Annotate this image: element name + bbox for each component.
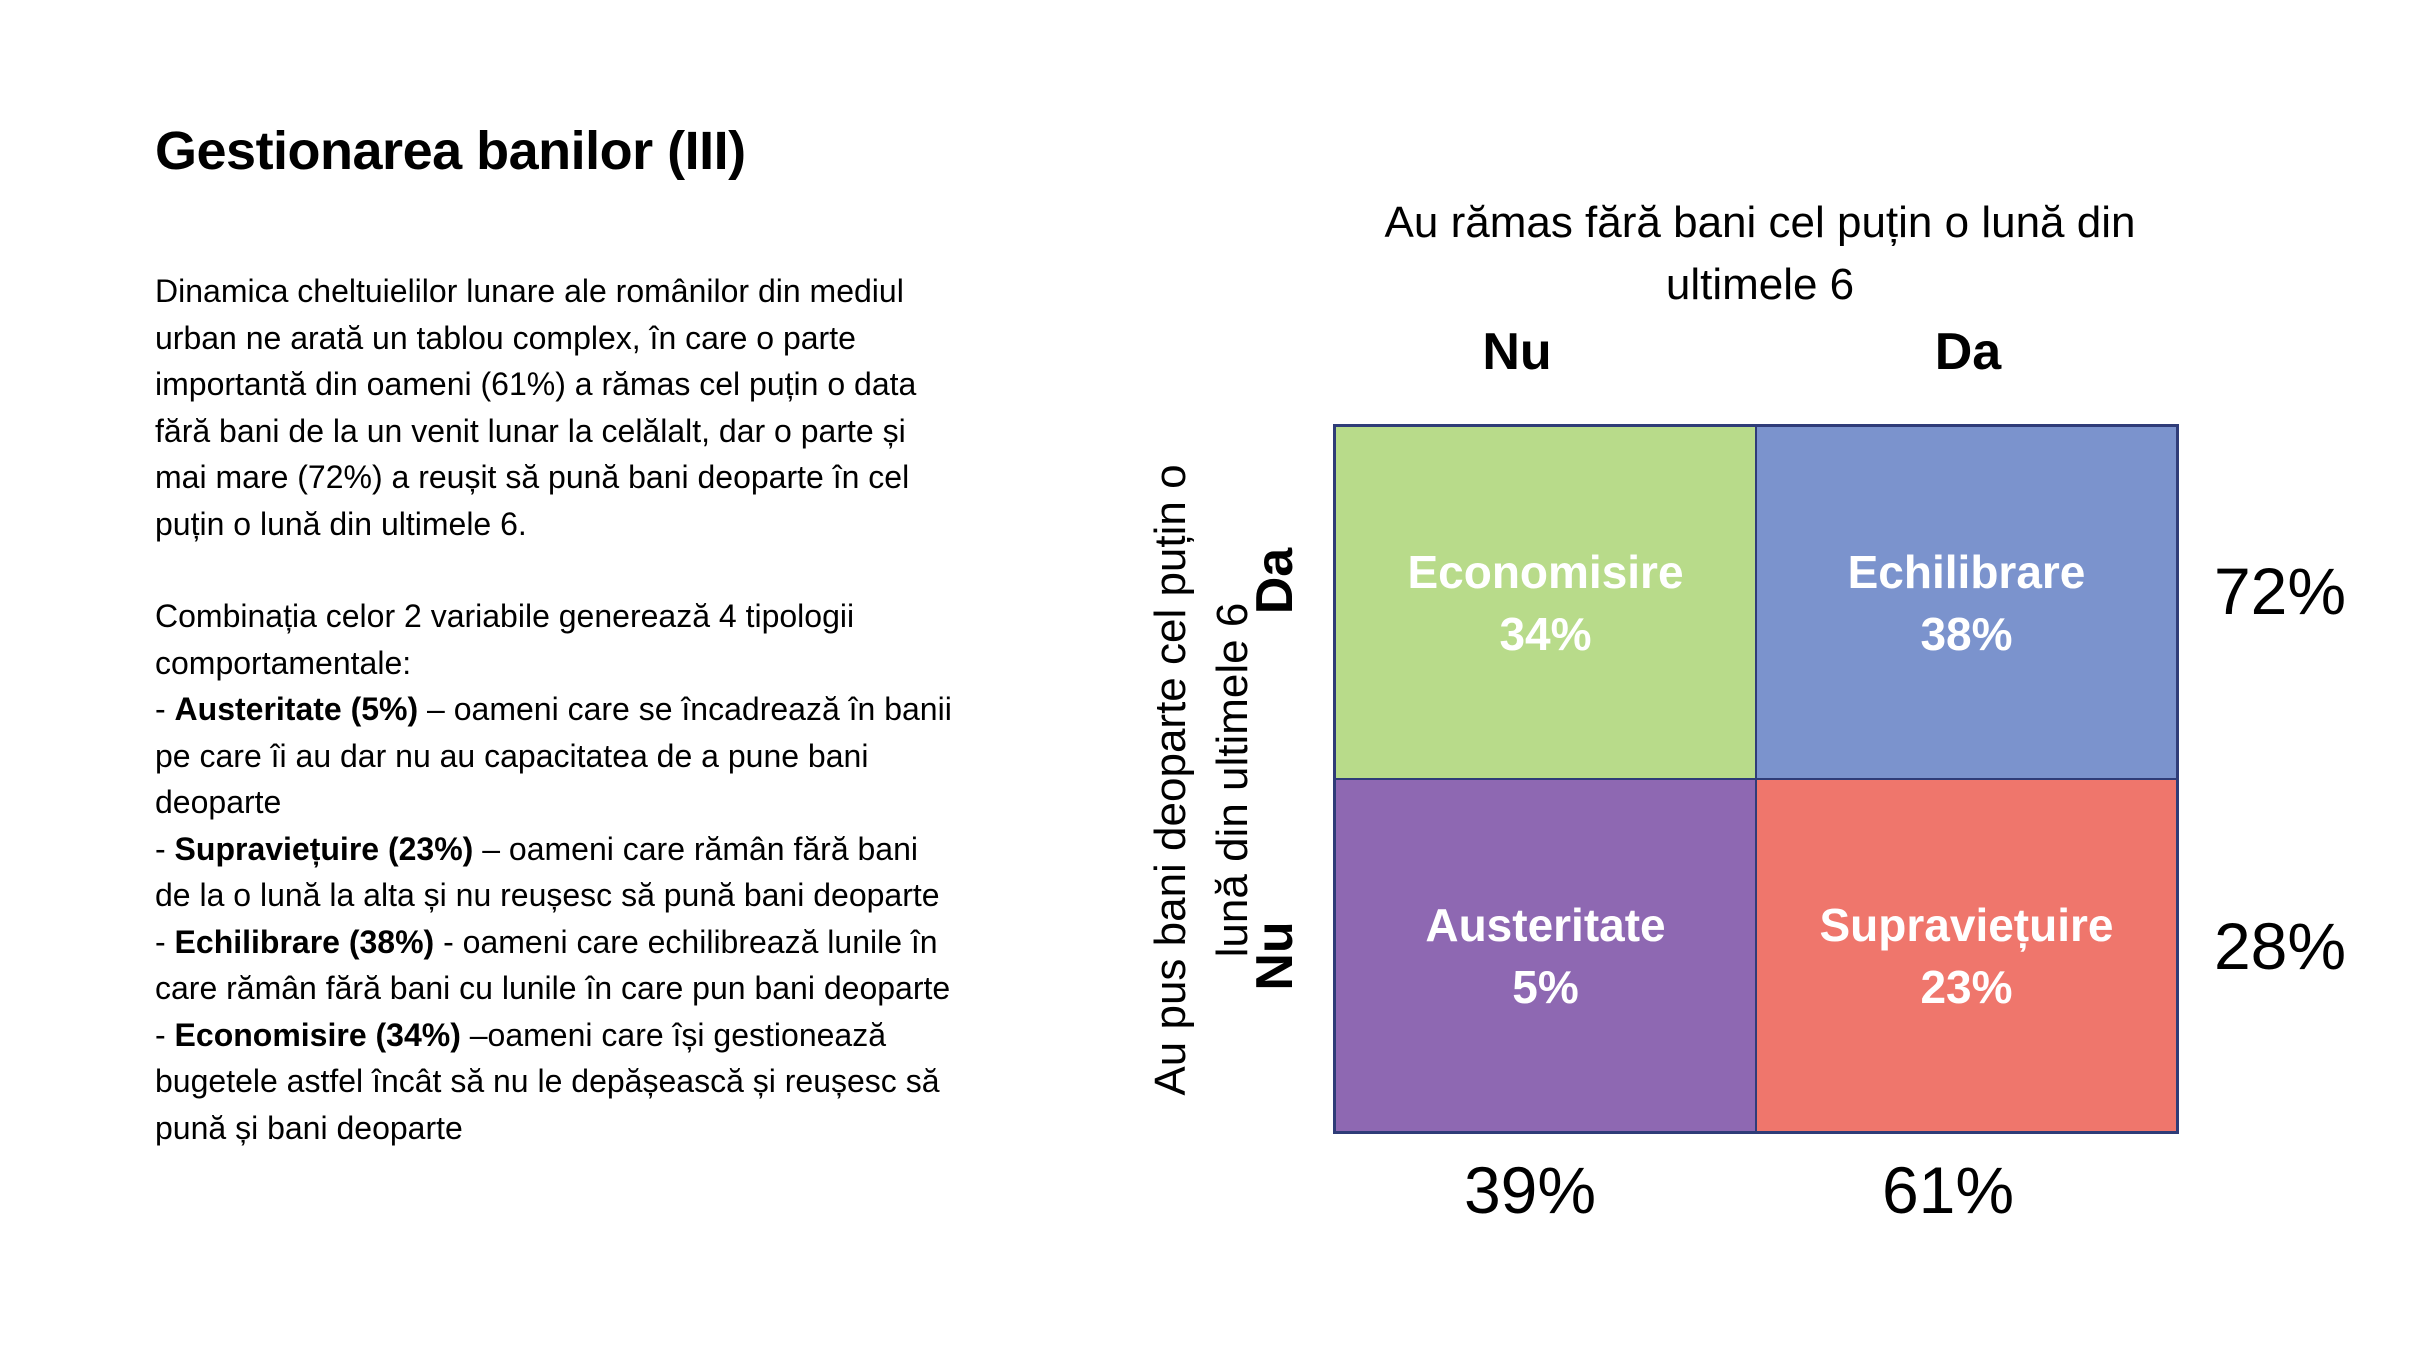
typology-term: Economisire (34%) <box>174 1016 461 1053</box>
cell-value: 23% <box>1920 960 2013 1013</box>
cell-economisire: Economisire 34% <box>1335 426 1756 779</box>
typology-item-austeritate: - Austeritate (5%) – oameni care se înca… <box>155 691 952 820</box>
typology-matrix: Economisire 34% Echilibrare 38% Austerit… <box>1333 424 2179 1134</box>
slide-title: Gestionarea banilor (III) <box>155 121 746 181</box>
typology-term: Echilibrare (38%) <box>174 923 435 960</box>
cell-label: Austeritate <box>1425 898 1666 951</box>
typology-intro: Combinația celor 2 variabile generează 4… <box>155 598 855 681</box>
typology-description: – oameni care se încadrează în banii pe … <box>155 691 952 820</box>
typology-item-economisire: - Economisire (34%) –oameni care își ges… <box>155 1016 940 1146</box>
typology-item-supravietuire: - Supraviețuire (23%) – oameni care rămâ… <box>155 830 940 914</box>
typology-description: –oameni care își gestionează bugetele as… <box>155 1016 940 1146</box>
column-header-da: Da <box>1934 323 2002 381</box>
typology-term: Austeritate (5%) <box>174 691 419 727</box>
cell-label: Economisire <box>1407 545 1684 598</box>
column-total-da: 61% <box>1881 1153 2015 1227</box>
column-total-nu: 39% <box>1463 1153 1597 1227</box>
cell-label: Supraviețuire <box>1819 898 2114 951</box>
column-header-nu: Nu <box>1482 323 1552 381</box>
typology-item-echilibrare: - Echilibrare (38%) - oameni care echili… <box>155 923 951 1007</box>
row-total-nu: 28% <box>2213 909 2347 983</box>
row-total-da: 72% <box>2213 554 2347 628</box>
cell-echilibrare: Echilibrare 38% <box>1756 426 2177 779</box>
column-axis-title: Au rămas fără bani cel puțin o lună din … <box>1384 198 2136 309</box>
cell-supravietuire: Supraviețuire 23% <box>1756 779 2177 1132</box>
typology-description: – oameni care rămân fără bani de la o lu… <box>155 830 940 914</box>
cell-value: 5% <box>1512 960 1579 1013</box>
cell-label: Echilibrare <box>1847 545 2086 598</box>
cell-austeritate: Austeritate 5% <box>1335 779 1756 1132</box>
row-header-nu: Nu <box>1246 921 1304 991</box>
typology-term: Supraviețuire (23%) <box>174 830 474 867</box>
cell-value: 34% <box>1499 607 1592 660</box>
intro-paragraph: Dinamica cheltuielilor lunare ale români… <box>155 273 917 542</box>
body-text: Dinamica cheltuielilor lunare ale români… <box>155 268 955 1151</box>
cell-value: 38% <box>1920 607 2013 660</box>
row-header-da: Da <box>1246 547 1304 615</box>
typology-description: - oameni care echilibrează lunile în car… <box>155 923 951 1007</box>
